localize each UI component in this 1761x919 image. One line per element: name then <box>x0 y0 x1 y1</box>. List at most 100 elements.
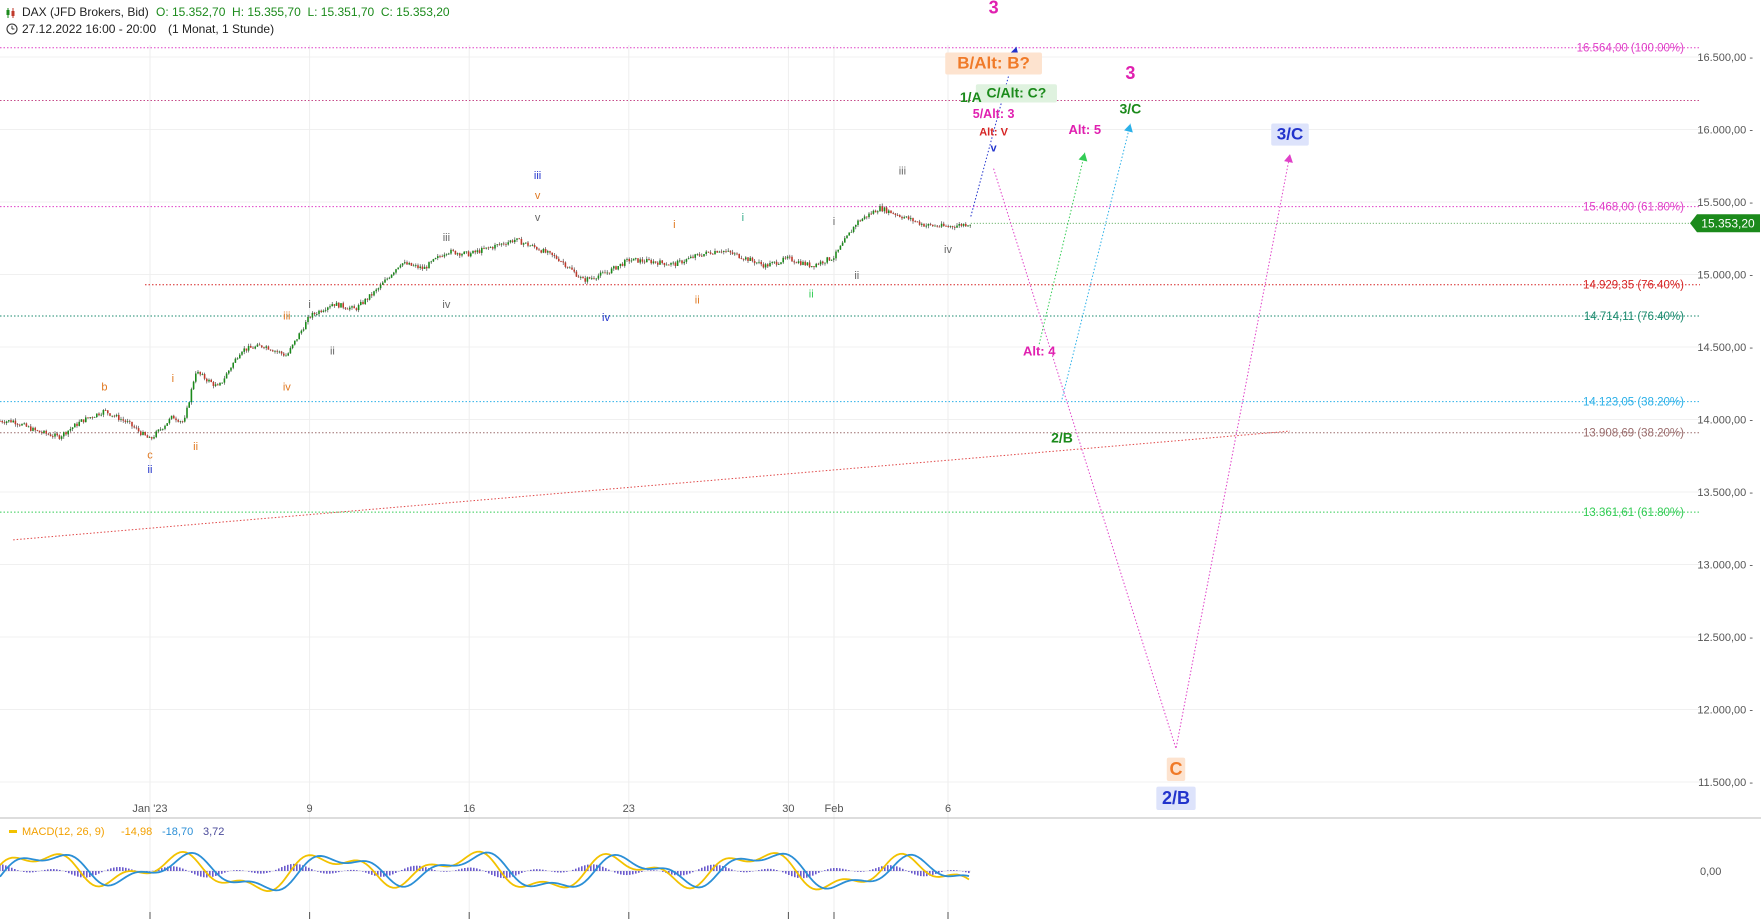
wave-label: iii <box>899 165 906 177</box>
candle-body <box>371 294 373 296</box>
candle-body <box>547 251 549 253</box>
candle-body <box>254 346 256 349</box>
candle-body <box>929 223 932 225</box>
macd-hist-bar <box>464 868 466 871</box>
macd-hist-bar <box>92 871 94 877</box>
macd-hist-bar <box>242 870 244 871</box>
candle-body <box>668 264 670 266</box>
candle-body <box>74 423 76 428</box>
candle-body <box>208 379 210 382</box>
candle-body <box>85 417 87 423</box>
candle-body <box>397 267 399 270</box>
candle-body <box>408 262 410 265</box>
macd-hist-bar <box>662 871 664 872</box>
candle-body <box>958 224 960 226</box>
x-tick-label: 6 <box>945 803 951 815</box>
label-bg <box>1166 757 1186 782</box>
candle-body <box>69 429 72 431</box>
macd-hist-bar <box>719 865 721 871</box>
macd-hist-bar <box>920 871 922 877</box>
candle-body <box>624 259 626 266</box>
candle-body <box>571 267 573 270</box>
candle-body <box>434 258 437 260</box>
instrument-title: DAX (JFD Brokers, Bid) <box>22 5 149 19</box>
macd-hist-bar <box>125 867 127 871</box>
macd-hist-bar <box>941 871 943 872</box>
candle-body <box>918 221 921 225</box>
wave-label-big: 2/B <box>1051 430 1073 446</box>
candle-body <box>329 306 331 308</box>
candle-body <box>672 262 674 264</box>
macd-hist-bar <box>830 868 832 871</box>
macd-hist-bar <box>572 869 574 871</box>
candle-body <box>707 251 710 253</box>
macd-hist-bar <box>224 871 226 873</box>
candle-body <box>938 226 941 228</box>
macd-hist-bar <box>809 871 811 877</box>
candle-body <box>511 240 514 243</box>
macd-hist-bar <box>221 871 223 874</box>
wave-label: v <box>535 212 541 224</box>
candle-body <box>324 309 327 311</box>
wave-label-big: 1/A <box>960 89 982 105</box>
candle-body <box>470 253 472 257</box>
candle-body <box>791 256 793 262</box>
macd-hist-bar <box>536 869 538 871</box>
candle-body <box>967 225 969 227</box>
macd-hist-bar <box>308 867 310 871</box>
candle-body <box>573 269 575 272</box>
candle-body <box>382 282 384 285</box>
candle-body <box>773 261 776 263</box>
macd-hist-bar <box>530 869 532 871</box>
candle-body <box>186 407 188 418</box>
macd-hist-bar <box>800 871 802 879</box>
candle-body <box>89 417 91 419</box>
candle-body <box>261 345 263 348</box>
candle-body <box>309 316 311 318</box>
macd-hist-bar <box>791 871 793 877</box>
candle-body <box>415 265 417 267</box>
macd-hist-bar <box>785 871 787 874</box>
macd-hist-bar <box>263 871 265 874</box>
candle-body <box>126 421 129 423</box>
candle-body <box>120 419 122 421</box>
candle-body <box>846 235 848 239</box>
macd-hist-bar <box>479 869 481 871</box>
macd-hist-bar <box>950 870 952 871</box>
candle-body <box>333 304 336 306</box>
macd-hist-bar <box>824 870 826 871</box>
macd-hist-bar <box>638 871 640 873</box>
macd-hist-bar <box>209 871 211 878</box>
label-bg <box>945 52 1042 75</box>
candle-body <box>872 210 875 214</box>
macd-hist-bar <box>947 870 949 871</box>
candle-body <box>483 248 485 249</box>
candle-body <box>538 249 540 251</box>
macd-hist-bar <box>53 869 55 871</box>
candle-body <box>210 379 212 383</box>
candle-body <box>811 266 813 268</box>
candle-body <box>835 251 837 259</box>
candle-body <box>285 355 287 357</box>
candle-body <box>201 374 204 375</box>
candle-body <box>366 298 369 300</box>
macd-hist-bar <box>521 871 523 873</box>
candle-body <box>852 226 855 232</box>
macd-hist-bar <box>680 871 682 876</box>
candle-body <box>492 247 494 249</box>
candle-body <box>553 254 556 257</box>
macd-hist-bar <box>284 865 286 871</box>
macd-hist-bar <box>602 866 604 871</box>
candle-body <box>294 340 296 345</box>
wave-label-big: C <box>1170 759 1183 779</box>
candle-body <box>239 354 241 359</box>
macd-hist-bar <box>758 870 760 871</box>
candle-body <box>775 261 778 265</box>
macd-hist-bar <box>173 866 175 871</box>
macd-hist-bar <box>887 865 889 871</box>
candle-body <box>641 259 644 262</box>
candle-body <box>287 353 289 356</box>
candle-body <box>632 258 635 261</box>
price-series: 15.353,20 <box>0 203 1760 441</box>
